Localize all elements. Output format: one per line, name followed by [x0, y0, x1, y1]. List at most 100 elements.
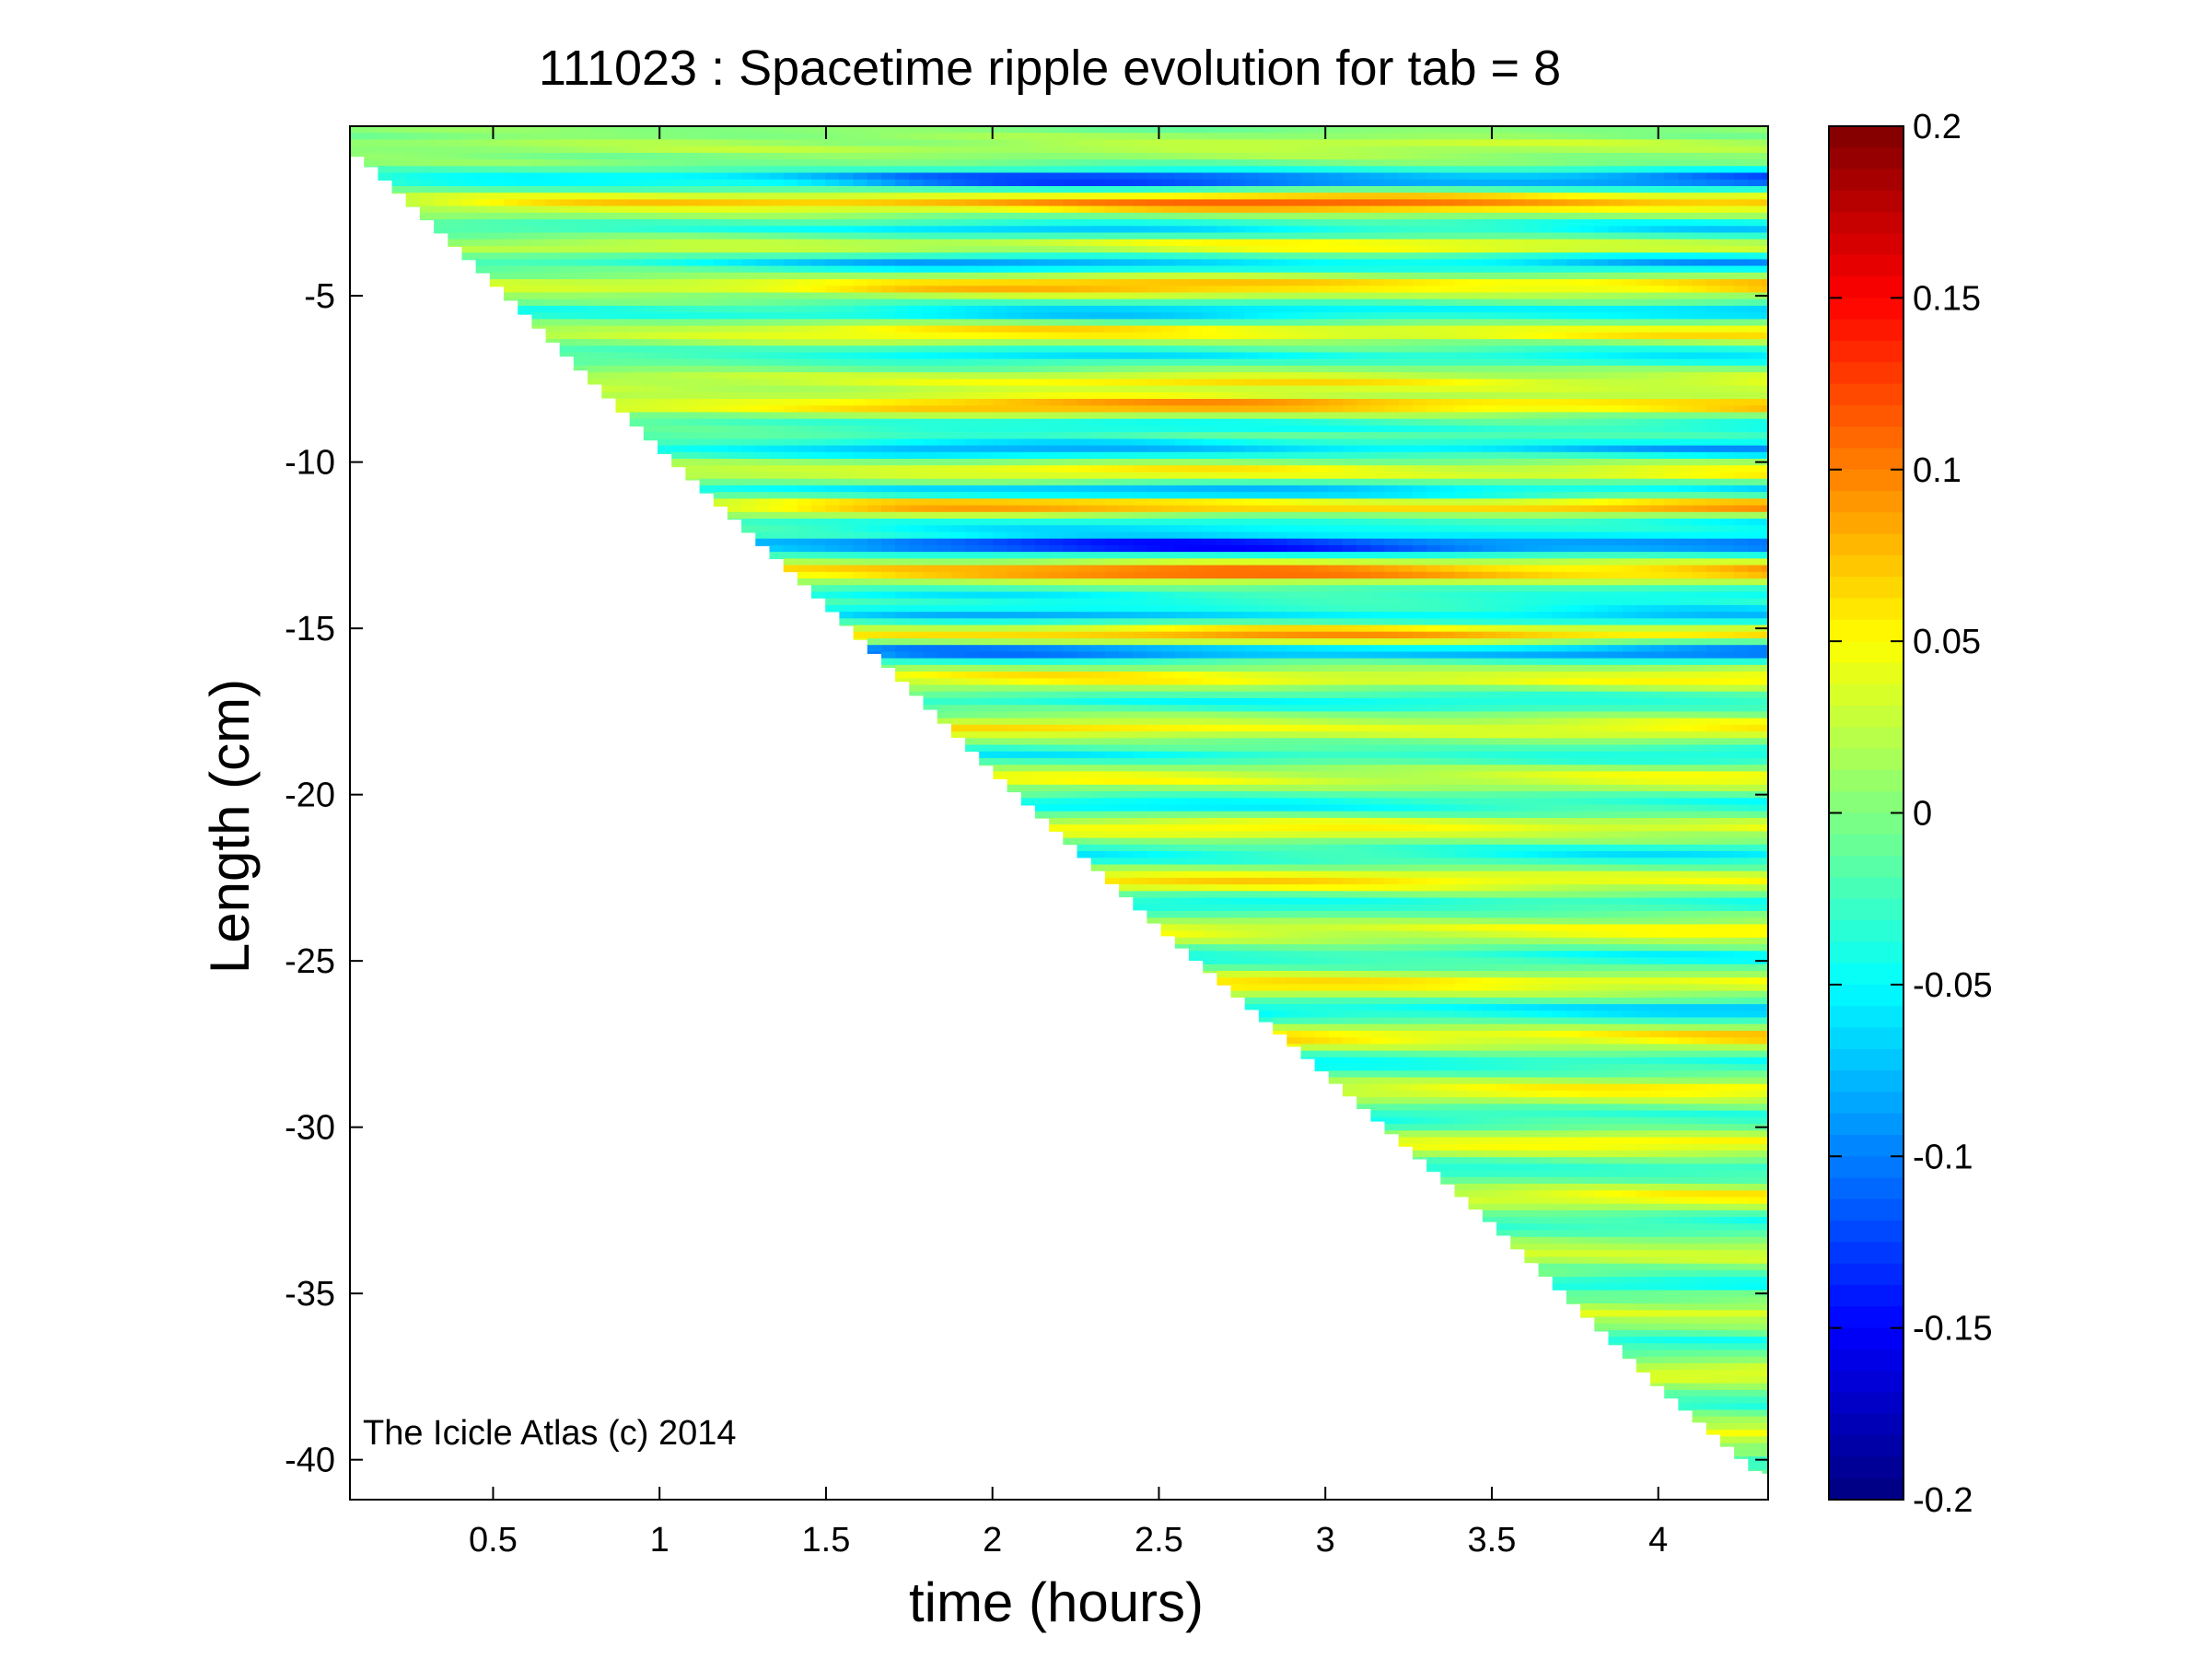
heatmap-cell	[741, 379, 756, 387]
heatmap-cell	[755, 193, 771, 201]
heatmap-cell	[1160, 133, 1176, 141]
heatmap-cell	[909, 591, 925, 600]
heatmap-cell	[1273, 172, 1287, 181]
heatmap-cell	[1049, 485, 1065, 493]
heatmap-cell	[1189, 179, 1204, 187]
heatmap-cell	[1090, 598, 1106, 606]
heatmap-cell	[1217, 172, 1232, 181]
heatmap-cell	[937, 279, 952, 286]
heatmap-cell	[1273, 585, 1287, 593]
heatmap-cell	[867, 618, 882, 626]
heatmap-cell	[1035, 152, 1050, 160]
heatmap-cell	[867, 339, 882, 346]
heatmap-cell	[950, 612, 966, 619]
heatmap-cell	[1174, 751, 1190, 759]
heatmap-cell	[853, 305, 868, 313]
heatmap-cell	[867, 631, 882, 639]
heatmap-cell	[1189, 631, 1204, 639]
heatmap-cell	[1090, 525, 1106, 533]
heatmap-cell	[1230, 897, 1246, 905]
heatmap-cell	[1063, 525, 1078, 533]
heatmap-cell	[1244, 711, 1260, 719]
heatmap-cell	[615, 146, 631, 154]
heatmap-cell	[1035, 651, 1050, 660]
heatmap-cell	[950, 451, 966, 460]
heatmap-cell	[965, 325, 980, 333]
heatmap-cell	[419, 139, 435, 147]
heatmap-cell	[1133, 312, 1148, 321]
heatmap-cell	[1035, 498, 1050, 507]
heatmap-cell	[615, 219, 631, 227]
heatmap-cell	[1203, 438, 1218, 447]
heatmap-cell	[909, 305, 925, 313]
heatmap-cell	[1035, 804, 1050, 812]
heatmap-cell	[1217, 964, 1232, 972]
heatmap-cell	[1230, 286, 1246, 294]
heatmap-cell	[965, 159, 980, 167]
heatmap-cell	[1300, 459, 1316, 466]
heatmap-cell	[1133, 571, 1148, 579]
heatmap-cell	[1077, 765, 1092, 773]
heatmap-cell	[839, 272, 855, 280]
heatmap-cell	[1230, 585, 1246, 593]
heatmap-cell	[713, 418, 728, 426]
heatmap-cell	[1077, 385, 1092, 393]
heatmap-cell	[1104, 319, 1120, 327]
heatmap-cell	[1230, 777, 1246, 786]
heatmap-cell	[1049, 757, 1065, 765]
heatmap-cell	[1244, 425, 1260, 433]
heatmap-cell	[950, 511, 966, 520]
heatmap-cell	[1258, 259, 1274, 267]
heatmap-cell	[1104, 757, 1120, 765]
heatmap-cell	[1286, 126, 1302, 134]
heatmap-cell	[1147, 864, 1162, 872]
heatmap-cell	[1230, 791, 1246, 799]
heatmap-cell	[685, 425, 701, 433]
heatmap-cell	[1007, 565, 1022, 573]
heatmap-cell	[658, 193, 672, 201]
heatmap-cell	[1119, 412, 1134, 420]
heatmap-cell	[1007, 246, 1022, 253]
heatmap-cell	[685, 339, 701, 346]
heatmap-cell	[923, 385, 938, 393]
heatmap-cell	[1160, 432, 1176, 439]
heatmap-cell	[643, 298, 658, 307]
heatmap-cell	[1090, 445, 1106, 453]
heatmap-cell	[1077, 286, 1092, 294]
heatmap-cell	[1160, 292, 1176, 300]
heatmap-cell	[1007, 445, 1022, 453]
heatmap-cell	[797, 265, 812, 274]
heatmap-cell	[1020, 478, 1036, 486]
heatmap-cell	[1133, 438, 1148, 447]
heatmap-cell	[1203, 265, 1218, 274]
heatmap-cell	[588, 325, 602, 333]
heatmap-cell	[1300, 193, 1316, 201]
heatmap-cell	[1217, 571, 1232, 579]
heatmap-cell	[1273, 1017, 1287, 1025]
heatmap-cell	[1133, 358, 1148, 367]
heatmap-cell	[713, 199, 728, 207]
heatmap-cell	[1020, 718, 1036, 726]
heatmap-cell	[1300, 172, 1316, 181]
heatmap-cell	[685, 432, 701, 439]
heatmap-cell	[573, 166, 588, 174]
heatmap-cell	[658, 265, 672, 274]
heatmap-cell	[434, 159, 448, 167]
heatmap-cell	[741, 232, 756, 240]
heatmap-cell	[1035, 505, 1050, 513]
heatmap-cell	[1230, 332, 1246, 340]
heatmap-cell	[1189, 532, 1204, 540]
heatmap-cell	[1049, 664, 1065, 672]
heatmap-cell	[1189, 385, 1204, 393]
heatmap-cell	[1147, 678, 1162, 686]
heatmap-cell	[643, 286, 658, 294]
heatmap-cell	[1189, 552, 1204, 559]
heatmap-cell	[881, 405, 896, 414]
heatmap-cell	[1217, 286, 1232, 294]
heatmap-cell	[615, 199, 631, 207]
heatmap-cell	[881, 365, 896, 373]
heatmap-cell	[1049, 332, 1065, 340]
heatmap-cell	[588, 186, 602, 193]
heatmap-cell	[1020, 765, 1036, 773]
heatmap-cell	[783, 172, 798, 181]
